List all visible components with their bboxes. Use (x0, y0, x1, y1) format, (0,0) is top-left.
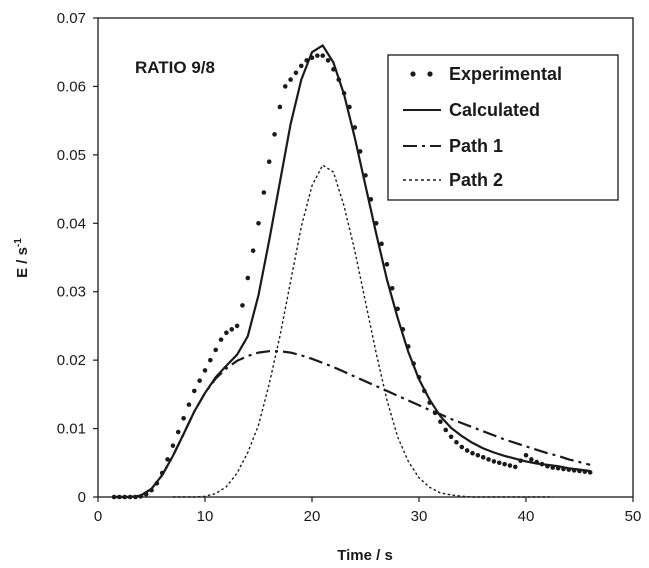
series-line-path-2 (172, 164, 553, 498)
y-tick-label: 0.05 (57, 147, 86, 164)
series-line-path-1 (114, 350, 591, 499)
data-point (261, 190, 267, 195)
data-point (389, 285, 395, 291)
x-tick-label: 20 (304, 508, 321, 525)
data-point (454, 439, 459, 445)
data-point (202, 368, 208, 373)
x-tick-label: 0 (94, 508, 102, 525)
x-tick-label: 10 (197, 508, 214, 525)
data-point (250, 248, 256, 253)
data-point (507, 463, 513, 468)
legend-label-path-2: Path 2 (449, 170, 503, 190)
data-point (266, 159, 272, 164)
data-point (299, 63, 304, 69)
x-tick-label: 50 (625, 508, 642, 525)
data-point (175, 429, 181, 435)
legend-marker-dot (410, 71, 416, 77)
data-point (480, 455, 486, 460)
data-point (470, 450, 475, 456)
data-point (256, 220, 261, 226)
legend-item-path-1: Path 1 (403, 136, 503, 156)
legend: Experimental Calculated Path 1 Path 2 (387, 54, 619, 201)
data-point (496, 460, 502, 466)
y-tick-label: 0.03 (57, 284, 86, 301)
data-point (245, 275, 251, 281)
data-point (186, 402, 192, 407)
data-point (384, 262, 390, 267)
data-point (293, 70, 299, 76)
data-point (224, 330, 229, 336)
data-point (272, 132, 277, 137)
data-point (218, 337, 224, 342)
legend-label-calculated: Calculated (449, 100, 540, 120)
data-point (486, 457, 491, 462)
series-group (111, 44, 593, 500)
data-point (192, 388, 197, 394)
y-tick-label: 0.02 (57, 352, 86, 369)
y-axis-title: E / s-1 (13, 238, 31, 278)
legend-item-path-2: Path 2 (403, 170, 503, 190)
data-point (325, 58, 331, 63)
data-point (282, 84, 288, 89)
axis-ticks: 0 10 20 30 40 50 0 0.01 0.02 0.03 0.04 0.05 0.06 0.07 (57, 10, 642, 525)
data-point (502, 461, 507, 467)
x-tick-label: 30 (411, 508, 428, 525)
data-point (320, 53, 326, 58)
data-point (438, 419, 443, 425)
data-point (240, 303, 245, 308)
data-point (288, 77, 293, 82)
data-point (513, 464, 518, 470)
legend-label-experimental: Experimental (449, 64, 562, 84)
data-point (491, 459, 497, 464)
data-point (448, 434, 454, 440)
data-point (315, 53, 320, 58)
data-point (277, 104, 283, 110)
data-point (229, 327, 235, 332)
data-point (170, 443, 176, 448)
legend-marker-dot (427, 71, 433, 77)
data-point (475, 452, 481, 458)
x-tick-label: 40 (518, 508, 535, 525)
x-axis-title: Time / s (337, 547, 393, 564)
y-tick-label: 0.01 (57, 421, 86, 438)
legend-item-calculated: Calculated (403, 100, 540, 120)
data-point (459, 444, 465, 450)
data-point (529, 457, 534, 462)
data-point (165, 457, 170, 462)
data-point (197, 378, 202, 383)
annotation-ratio: RATIO 9/8 (135, 58, 215, 77)
data-point (208, 357, 213, 363)
y-tick-label: 0.07 (57, 10, 86, 27)
data-point (464, 448, 470, 453)
data-point (181, 416, 186, 421)
data-point (443, 427, 449, 433)
data-point (379, 241, 384, 247)
data-point (213, 347, 218, 353)
y-tick-label: 0 (78, 489, 86, 506)
legend-item-experimental: Experimental (410, 64, 562, 84)
legend-label-path-1: Path 1 (449, 136, 503, 156)
y-tick-label: 0.04 (57, 215, 86, 232)
y-tick-label: 0.06 (57, 78, 86, 95)
data-point (234, 323, 240, 329)
legend-box (387, 54, 619, 201)
y-axis-title-sup: -1 (13, 238, 24, 247)
data-point (523, 452, 529, 458)
y-axis-title-main: E / s (14, 247, 31, 278)
